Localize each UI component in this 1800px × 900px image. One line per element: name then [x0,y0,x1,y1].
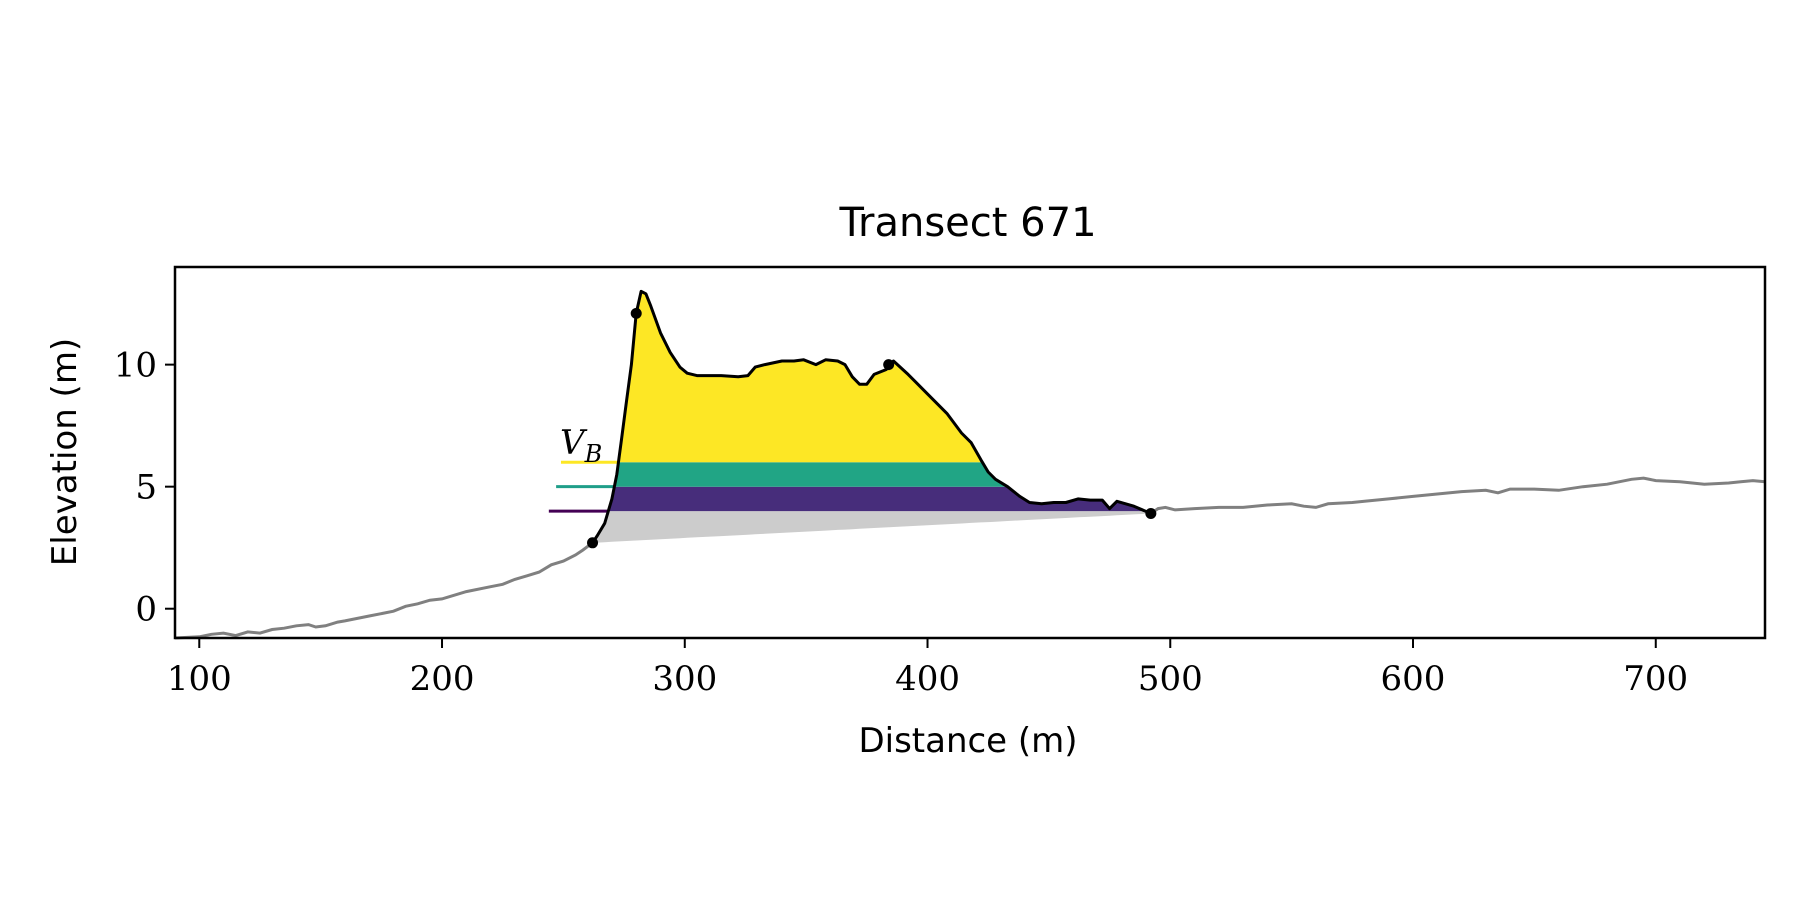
x-tick-label-400: 400 [895,659,960,699]
base-volume-fill [592,511,1151,543]
key-point-4 [1145,508,1157,520]
y-tick-label-10: 10 [114,346,157,386]
plot-area [174,289,1766,640]
vb-annotation-subscript: B [584,440,603,468]
x-axis-label: Distance (m) [858,721,1077,761]
x-tick-label-200: 200 [410,659,475,699]
layer-top-fill [618,291,983,463]
x-tick-label-100: 100 [167,659,232,699]
y-tick-label-0: 0 [135,590,157,630]
x-tick-label-300: 300 [652,659,717,699]
x-tick-label-700: 700 [1623,659,1688,699]
dune-profile-line [591,289,1152,544]
x-axis: 100 200 300 400 500 600 700 [167,638,1688,699]
key-point-2 [630,307,642,319]
profile-line-right [1149,476,1766,515]
layer-mid-fill [614,462,1008,487]
vb-annotation: VB [560,423,602,468]
axes-frame [173,265,1767,640]
chart-title: Transect 671 [838,200,1096,246]
key-point-1 [587,537,599,549]
vb-annotation-main: V [560,423,588,463]
profile-line-left [174,541,594,640]
layer-low-fill [608,486,1146,512]
x-tick-label-500: 500 [1138,659,1203,699]
y-axis: 0 5 10 [114,346,175,630]
x-tick-label-600: 600 [1381,659,1446,699]
y-axis-label: Elevation (m) [45,338,85,566]
y-tick-label-5: 5 [135,468,157,508]
key-point-3 [883,359,895,371]
